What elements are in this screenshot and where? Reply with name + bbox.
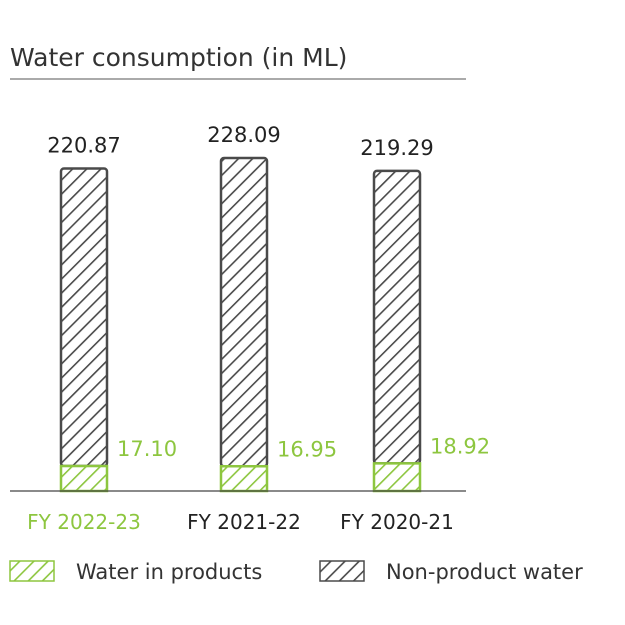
legend-label-0: Water in products bbox=[76, 560, 262, 584]
total-label-2: 219.29 bbox=[360, 136, 433, 160]
bars-layer bbox=[59, 156, 422, 493]
product-value-label-2: 18.92 bbox=[430, 434, 490, 458]
total-label-0: 220.87 bbox=[47, 134, 120, 158]
legend-label-1: Non-product water bbox=[386, 560, 583, 584]
legend-swatch-1 bbox=[319, 560, 365, 582]
x-tick-label-2: FY 2020-21 bbox=[340, 510, 454, 534]
bar-non-product-1 bbox=[219, 156, 269, 468]
x-tick-label-0: FY 2022-23 bbox=[27, 510, 141, 534]
bar-non-product-2 bbox=[372, 169, 422, 465]
bar-water-in-products-0 bbox=[59, 464, 109, 493]
product-value-label-0: 17.10 bbox=[117, 437, 177, 461]
legend: Water in products Non-product water bbox=[9, 560, 583, 584]
legend-swatch-0 bbox=[9, 560, 55, 582]
chart-title: Water consumption (in ML) bbox=[10, 43, 347, 72]
labels-layer: 220.87 17.10 FY 2022-23 228.09 16.95 FY 2021-… bbox=[27, 123, 490, 534]
bar-water-in-products-2 bbox=[372, 462, 422, 493]
bar-water-in-products-1 bbox=[219, 465, 269, 493]
product-value-label-1: 16.95 bbox=[277, 437, 337, 461]
x-tick-label-1: FY 2021-22 bbox=[187, 510, 301, 534]
bar-non-product-0 bbox=[59, 167, 109, 468]
total-label-1: 228.09 bbox=[207, 123, 280, 147]
